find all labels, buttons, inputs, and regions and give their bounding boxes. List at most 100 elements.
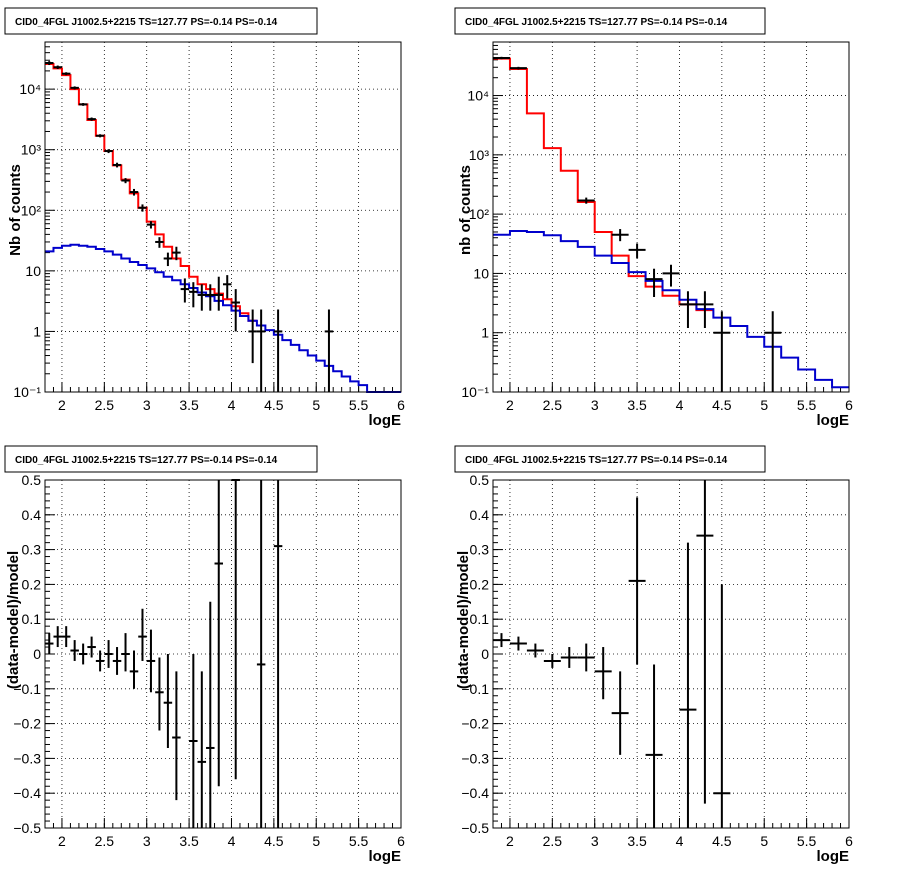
data-point [197,284,207,311]
data-point [324,309,334,392]
chart-title: CID0_4FGL J1002.5+2215 TS=127.77 PS=-0.1… [465,17,728,28]
x-tick-label: 5.5 [797,833,817,849]
data-point [87,636,96,658]
x-tick-label: 6 [397,833,405,849]
data-point [155,657,164,731]
data-point [493,633,510,648]
y-tick-label: 10³ [469,147,490,163]
x-tick-label: 3 [591,397,599,413]
x-tick-label: 2.5 [95,397,115,413]
y-tick-label: 0.5 [470,472,490,488]
y-tick-label: −0.1 [461,681,489,697]
x-tick-label: 2 [506,397,514,413]
x-tick-label: 2.5 [543,397,563,413]
x-tick-label: 3.5 [179,397,199,413]
x-tick-label: 5 [312,833,320,849]
data-point [628,497,646,665]
y-tick-label: −0.5 [461,820,489,836]
y-tick-label: 0.1 [22,611,42,627]
plot-frame [492,41,850,393]
y-tick-label: 10⁻¹ [461,384,489,400]
data-point [214,276,223,311]
data-point [163,654,173,748]
y-tick-label: 0.3 [470,542,490,558]
y-tick-label: 0.5 [22,472,42,488]
data-point [526,643,544,658]
x-tick-label: 4 [676,397,684,413]
data-point [121,633,130,672]
data-point [197,671,207,828]
x-tick-label: 2.5 [543,833,563,849]
data-point [53,65,62,69]
data-point [696,291,714,329]
data-point [61,72,71,76]
plot-frame-border [44,479,402,829]
series-step-line-1 [493,229,849,389]
data-point [611,229,629,242]
y-tick-label: 1 [481,325,489,341]
data-point [163,252,173,267]
data-point [273,480,283,828]
series-step-line-0 [493,57,714,312]
y-tick-label: 10² [21,202,42,218]
data-point [764,311,782,392]
data-point [78,103,88,106]
x-tick-label: 5.5 [349,833,369,849]
data-point [121,178,130,184]
x-tick-label: 3 [143,397,151,413]
data-point [256,309,266,392]
x-tick-label: 2.5 [95,833,115,849]
x-tick-label: 5 [312,397,320,413]
y-tick-label: −0.4 [461,785,489,801]
x-tick-label: 4 [228,833,236,849]
x-tick-label: 2 [58,397,66,413]
y-tick-label: 10⁻¹ [13,384,41,400]
y-tick-label: 10 [473,265,489,281]
chart-title: CID0_4FGL J1002.5+2215 TS=127.77 PS=-0.1… [465,455,728,466]
data-point [189,282,198,308]
data-point [560,647,578,668]
x-tick-label: 5 [760,397,768,413]
data-point [189,654,198,828]
x-tick-label: 4.5 [712,397,732,413]
y-axis-title: (data-model)/model [455,551,472,689]
chart-panel-1: 2 2.5 3 3.5 4 4.5 5 5.5 6 10⁻¹ 1 10 10² 10³ 10⁴ logE nb … [454,7,853,429]
plot-frame-border [44,41,402,393]
data-point [206,284,215,311]
x-tick-label: 4 [676,833,684,849]
chart-panel-2: 2 2.5 3 3.5 4 4.5 5 5.5 6 −0.5 −0.4 −0.3 −0.2 −0.1 0 0.… [4,445,405,865]
y-tick-label: 10⁴ [19,81,41,97]
x-tick-label: 3.5 [627,833,647,849]
y-tick-label: 1 [33,323,41,339]
data-point [509,636,527,651]
x-tick-label: 2 [506,833,514,849]
plot-frame [44,479,402,829]
x-tick-label: 4.5 [712,833,732,849]
chart-title: CID0_4FGL J1002.5+2215 TS=127.77 PS=-0.1… [15,17,278,28]
data-point [172,246,181,261]
title-box [4,7,318,35]
y-tick-label: −0.4 [13,785,41,801]
y-tick-label: −0.3 [461,750,489,766]
y-axis-title: (data-model)/model [5,551,22,689]
data-point [662,264,680,287]
x-tick-label: 5.5 [797,397,817,413]
y-tick-label: 10³ [21,142,42,158]
data-point [61,626,71,648]
x-axis-title: logE [817,848,850,865]
data-point [155,237,164,248]
y-tick-label: −0.5 [13,820,41,836]
y-tick-label: 0.4 [470,507,490,523]
data-point [679,542,697,828]
chart-panel-3: 2 2.5 3 3.5 4 4.5 5 5.5 6 −0.5 −0.4 −0.3 −0.2 −0.1 0 0.… [454,445,853,865]
data-point [206,601,215,828]
x-axis-title: logE [817,412,850,429]
x-tick-label: 3 [591,833,599,849]
y-tick-label: 10⁴ [467,88,489,104]
x-tick-label: 5 [760,833,768,849]
data-point [104,640,113,668]
y-axis-title: nb of counts [457,165,474,255]
data-point [594,647,612,700]
y-tick-label: 0.2 [22,576,42,592]
data-point [53,626,62,648]
